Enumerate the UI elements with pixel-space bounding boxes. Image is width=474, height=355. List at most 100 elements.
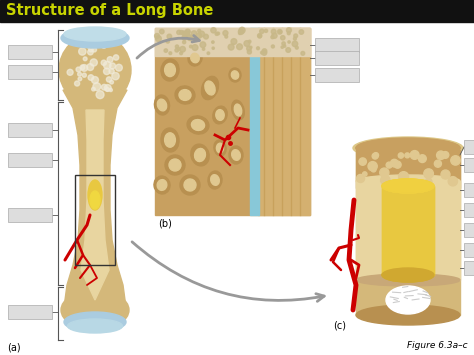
Circle shape	[199, 31, 204, 37]
Circle shape	[211, 41, 214, 43]
Text: Figure 6.3a–c: Figure 6.3a–c	[407, 341, 468, 350]
Circle shape	[301, 51, 305, 55]
Circle shape	[177, 48, 180, 50]
Ellipse shape	[382, 268, 434, 282]
Circle shape	[180, 52, 182, 55]
FancyBboxPatch shape	[8, 208, 52, 222]
Circle shape	[103, 61, 111, 69]
Ellipse shape	[88, 180, 102, 210]
Ellipse shape	[356, 139, 460, 157]
Circle shape	[166, 40, 170, 43]
Circle shape	[193, 37, 197, 41]
Bar	[155, 28, 310, 56]
Circle shape	[82, 73, 86, 77]
Ellipse shape	[179, 89, 191, 100]
Ellipse shape	[232, 150, 240, 160]
Circle shape	[183, 32, 186, 34]
Circle shape	[79, 48, 86, 55]
Ellipse shape	[64, 312, 126, 332]
Circle shape	[89, 47, 93, 52]
Circle shape	[80, 65, 85, 70]
Ellipse shape	[61, 290, 129, 330]
Circle shape	[217, 32, 219, 35]
Circle shape	[424, 169, 433, 179]
Ellipse shape	[64, 27, 126, 41]
Ellipse shape	[191, 120, 205, 130]
Circle shape	[281, 36, 285, 40]
Circle shape	[299, 30, 304, 34]
Ellipse shape	[157, 99, 167, 111]
Ellipse shape	[201, 76, 219, 100]
Circle shape	[101, 43, 106, 48]
FancyBboxPatch shape	[464, 223, 474, 237]
Ellipse shape	[382, 179, 434, 193]
Bar	[356, 148, 460, 315]
Text: Structure of a Long Bone: Structure of a Long Bone	[6, 4, 213, 18]
Circle shape	[88, 75, 94, 80]
Circle shape	[271, 29, 276, 34]
Circle shape	[405, 153, 410, 158]
Circle shape	[67, 69, 73, 75]
Circle shape	[175, 45, 179, 48]
Circle shape	[441, 170, 450, 179]
Circle shape	[239, 27, 245, 33]
Circle shape	[292, 41, 298, 47]
Circle shape	[78, 77, 82, 81]
Circle shape	[182, 31, 187, 36]
Circle shape	[104, 84, 111, 91]
Ellipse shape	[164, 64, 175, 77]
Circle shape	[160, 29, 164, 34]
Circle shape	[294, 34, 298, 38]
FancyBboxPatch shape	[8, 45, 52, 59]
Circle shape	[237, 44, 243, 50]
Ellipse shape	[154, 176, 170, 194]
Circle shape	[164, 49, 168, 52]
Circle shape	[76, 67, 81, 72]
Ellipse shape	[234, 104, 242, 116]
Circle shape	[363, 172, 367, 176]
Circle shape	[391, 159, 398, 167]
Circle shape	[238, 29, 244, 34]
Ellipse shape	[232, 100, 244, 120]
FancyBboxPatch shape	[8, 123, 52, 137]
Circle shape	[448, 176, 457, 186]
Circle shape	[167, 34, 172, 39]
Circle shape	[228, 44, 234, 50]
Circle shape	[180, 31, 183, 34]
Circle shape	[107, 57, 113, 62]
Circle shape	[200, 42, 206, 48]
Bar	[75, 175, 115, 265]
Circle shape	[192, 45, 198, 50]
Ellipse shape	[165, 155, 185, 175]
Ellipse shape	[214, 140, 226, 156]
Bar	[0, 0, 474, 22]
Ellipse shape	[208, 171, 222, 189]
Circle shape	[93, 44, 97, 48]
Circle shape	[116, 64, 122, 71]
Circle shape	[196, 33, 201, 38]
Circle shape	[180, 47, 185, 52]
Ellipse shape	[180, 175, 200, 195]
Circle shape	[437, 151, 445, 159]
Circle shape	[109, 88, 112, 92]
Circle shape	[359, 158, 366, 165]
Circle shape	[155, 33, 159, 38]
FancyBboxPatch shape	[8, 153, 52, 167]
Ellipse shape	[155, 95, 170, 115]
Circle shape	[356, 174, 365, 182]
Circle shape	[155, 36, 161, 42]
Ellipse shape	[353, 137, 463, 159]
Ellipse shape	[382, 179, 434, 193]
Circle shape	[190, 36, 192, 39]
Circle shape	[279, 31, 282, 33]
Bar	[356, 150, 460, 188]
Circle shape	[374, 153, 379, 158]
Ellipse shape	[188, 50, 202, 66]
Circle shape	[257, 34, 262, 38]
Circle shape	[186, 31, 190, 35]
Circle shape	[186, 32, 189, 36]
Circle shape	[112, 72, 119, 80]
FancyBboxPatch shape	[8, 65, 52, 79]
Circle shape	[215, 32, 218, 36]
Ellipse shape	[184, 179, 196, 191]
